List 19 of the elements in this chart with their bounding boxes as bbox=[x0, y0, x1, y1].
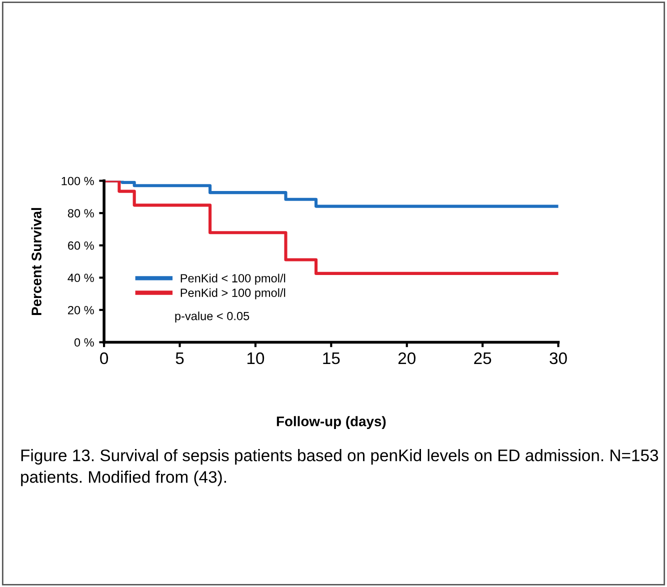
x-tick-label: 5 bbox=[176, 352, 184, 364]
x-tick-label: 20 bbox=[398, 352, 416, 364]
y-tick-label: 80 % bbox=[68, 209, 94, 218]
x-axis-title: Follow-up (days) bbox=[276, 416, 386, 430]
y-tick-label: 40 % bbox=[68, 274, 94, 282]
x-tick-label: 15 bbox=[323, 352, 340, 364]
x-tick-label: 0 bbox=[100, 352, 108, 364]
y-tick-label: 100 % bbox=[62, 176, 94, 186]
annotation: p-value < 0.05 bbox=[175, 312, 250, 323]
x-tick-label: 25 bbox=[474, 352, 492, 364]
y-axis-title: Percent Survival bbox=[31, 208, 42, 316]
y-tick-label: 20 % bbox=[68, 306, 94, 314]
x-tick-label: 10 bbox=[247, 352, 264, 364]
caption: Figure 13. Survival of sepsis patients based on penKid levels on ED admission. N=153 patients. Modified from (43). bbox=[21, 449, 658, 486]
y-tick-label: 60 % bbox=[68, 241, 94, 250]
legend-label: PenKid < 100 pmol/l bbox=[180, 274, 286, 285]
y-tick-label: 0 % bbox=[74, 338, 94, 347]
legend-label: PenKid > 100 pmol/l bbox=[180, 288, 286, 300]
x-tick-label: 30 bbox=[550, 352, 567, 364]
